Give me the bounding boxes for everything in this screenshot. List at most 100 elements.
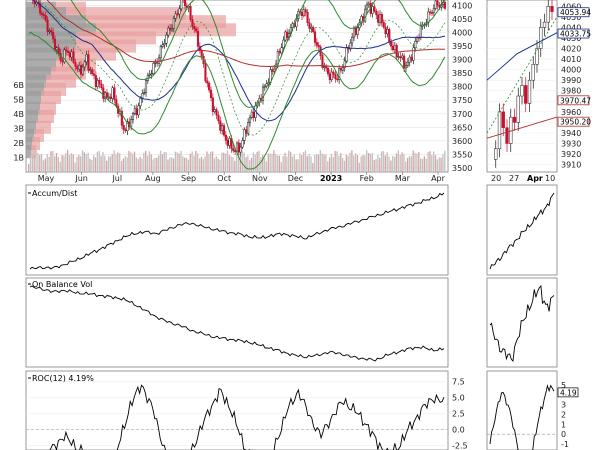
volume-bar — [223, 152, 225, 172]
volume-bar — [171, 157, 173, 172]
volume-profile-bar — [26, 109, 38, 123]
roc-tick-label: -2.5 — [452, 442, 468, 450]
volume-bar — [386, 152, 388, 172]
volume-bar — [265, 161, 268, 172]
volume-bar — [351, 150, 353, 172]
volume-bar — [44, 158, 47, 172]
volume-bar — [39, 154, 41, 172]
volume-bar — [384, 155, 386, 172]
candle-body — [191, 19, 194, 27]
volume-bar — [130, 152, 132, 172]
volume-bar — [353, 155, 355, 172]
volume-bar — [81, 150, 84, 172]
volume-bar — [371, 153, 373, 172]
price-tick-label: 3800 — [452, 83, 472, 92]
candle-body — [92, 73, 96, 76]
volume-bar — [425, 158, 427, 172]
volume-bar — [247, 155, 249, 172]
volume-profile-bar — [34, 128, 44, 142]
candle-body — [176, 13, 179, 16]
candle-body — [388, 29, 391, 43]
candle-body — [98, 79, 101, 85]
candle-body — [401, 55, 404, 59]
volume-tick-label: 3B — [13, 125, 24, 134]
candle-body — [113, 87, 116, 100]
bollinger-lower — [28, 31, 446, 170]
volume-bar — [197, 153, 199, 172]
candle-body — [354, 28, 357, 35]
candle-body — [50, 30, 53, 33]
volume-bar — [239, 156, 242, 172]
bollinger-upper — [70, 0, 446, 108]
zoom-candle-body — [524, 85, 528, 104]
candle-body — [195, 28, 198, 32]
on-balance-vol-line — [29, 285, 445, 362]
volume-bar — [288, 150, 290, 172]
candle-body — [48, 30, 51, 32]
candle-body — [414, 40, 417, 49]
volume-bar — [438, 157, 440, 172]
volume-bar — [273, 150, 275, 172]
candle-body — [432, 8, 435, 13]
volume-bar — [41, 153, 43, 172]
roc-tick-label: 0.0 — [452, 426, 465, 435]
candle-body — [46, 19, 49, 32]
volume-bar — [306, 156, 308, 172]
candle-body — [345, 47, 348, 62]
volume-bar — [150, 154, 152, 172]
candle-body — [55, 47, 58, 51]
candle-body — [408, 56, 411, 63]
volume-bar — [362, 154, 364, 172]
sma-long-line — [46, 0, 445, 68]
volume-bar — [119, 153, 121, 172]
candle-body — [180, 0, 183, 10]
roc-zoom-tick: 5 — [561, 381, 566, 390]
volume-bar — [392, 155, 394, 172]
zoom-candle-body — [520, 85, 524, 97]
volume-bar — [369, 153, 372, 172]
volume-bar — [390, 160, 392, 172]
volume-bar — [434, 155, 437, 172]
candle-body — [178, 8, 181, 15]
volume-bar — [219, 159, 221, 172]
volume-bar — [282, 156, 284, 172]
candle-body — [78, 64, 81, 70]
volume-bar — [213, 158, 216, 172]
candle-body — [399, 56, 402, 59]
volume-bar — [139, 156, 141, 172]
candle-body — [70, 51, 73, 58]
volume-bar — [431, 155, 433, 172]
candle-body — [68, 52, 71, 58]
panel-frame — [486, 277, 558, 368]
volume-bar — [444, 150, 446, 172]
zoom-x-tick-label: 10 — [545, 174, 555, 183]
x-tick-label: Nov — [252, 174, 268, 183]
price-badge-label: 4033.75 — [560, 30, 591, 39]
volume-bar — [107, 156, 110, 172]
candle-body — [393, 45, 396, 51]
volume-bar — [100, 155, 102, 172]
volume-bar — [67, 150, 69, 172]
volume-bar — [397, 150, 399, 172]
zoom-x-tick-label: 20 — [491, 174, 501, 183]
candle-body — [154, 62, 157, 64]
price-badge — [557, 95, 590, 106]
panel-frame — [25, 184, 449, 276]
volume-bar — [176, 152, 178, 172]
volume-bar — [317, 154, 320, 172]
candle-body — [161, 44, 164, 47]
candle-body — [412, 47, 415, 61]
volume-bar — [301, 155, 303, 172]
volume-bar — [432, 151, 435, 172]
zoom-candle-body — [505, 127, 509, 144]
volume-bar — [191, 151, 193, 172]
candle-body — [208, 82, 211, 91]
candle-body — [317, 44, 320, 48]
candle-body — [349, 42, 352, 50]
volume-bar — [334, 150, 336, 172]
price-badge — [557, 7, 590, 18]
volume-bar — [418, 152, 420, 172]
volume-bar — [412, 150, 414, 172]
volume-bar — [377, 154, 379, 172]
